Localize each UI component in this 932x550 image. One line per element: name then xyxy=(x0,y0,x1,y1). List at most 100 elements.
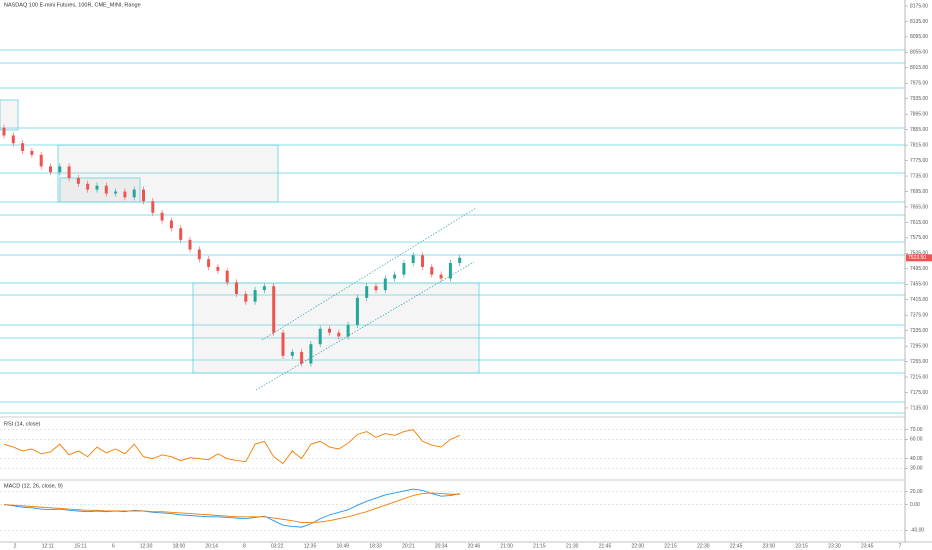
y-tick-label: 8135.00 xyxy=(910,19,928,25)
y-tick-label: 7215.00 xyxy=(910,374,928,380)
candle-body xyxy=(49,166,52,173)
x-tick-label: 15:11 xyxy=(74,543,86,549)
y-tick-label: 7575.00 xyxy=(910,235,928,241)
x-tick-label: 6 xyxy=(112,543,115,549)
y-tick-label: -40.00 xyxy=(910,528,924,534)
candle-body xyxy=(393,274,397,279)
y-tick-label: 7935.00 xyxy=(910,96,928,102)
y-tick-label: 7295.00 xyxy=(910,343,928,349)
candle-body xyxy=(262,286,266,291)
x-tick-label: 22:45 xyxy=(730,543,743,549)
candle-body xyxy=(123,191,127,198)
x-tick-label: 23:15 xyxy=(795,543,808,549)
candle-body xyxy=(151,201,155,213)
candle-body xyxy=(2,127,6,136)
candle-body xyxy=(290,351,294,356)
indicator-line xyxy=(3,488,460,528)
y-tick-label: 40.00 xyxy=(910,456,923,462)
y-tick-label: 7975.00 xyxy=(910,81,928,87)
y-tick-label: 8015.00 xyxy=(910,65,928,71)
x-tick-label: 2 xyxy=(14,543,17,549)
y-tick-label: 7455.00 xyxy=(910,282,928,288)
x-tick-label: 8 xyxy=(243,543,246,549)
zone-box xyxy=(57,144,279,203)
candle-body xyxy=(67,166,71,178)
x-tick-label: 21:15 xyxy=(533,543,546,549)
y-tick-label: 30.00 xyxy=(910,466,923,472)
y-tick-label: 7375.00 xyxy=(910,313,928,319)
y-tick-label: 7495.00 xyxy=(910,266,928,272)
candle-body xyxy=(142,189,145,202)
y-tick-label: 0.00 xyxy=(910,502,920,508)
x-tick-label: 23:00 xyxy=(763,543,776,549)
candle-body xyxy=(309,344,313,364)
candle-body xyxy=(188,239,192,250)
candle-body xyxy=(58,166,62,173)
candle-body xyxy=(355,297,359,325)
candle-body xyxy=(421,255,424,267)
zone-box xyxy=(59,177,141,203)
y-tick-label: 8175.00 xyxy=(910,3,928,9)
x-tick-label: 21:45 xyxy=(599,543,612,549)
rsi-title: RSI (14, close) xyxy=(4,421,41,427)
candle-body xyxy=(132,189,136,198)
candle-body xyxy=(86,183,90,190)
y-tick-label: 8095.00 xyxy=(910,34,928,40)
y-tick-label: 7135.00 xyxy=(910,405,928,411)
last-price-label: 7523.50 xyxy=(908,255,926,261)
candle-body xyxy=(346,324,350,337)
x-tick-label: 23:45 xyxy=(861,543,874,549)
y-tick-label: 7255.00 xyxy=(910,359,928,365)
candle-body xyxy=(430,266,434,275)
candle-body xyxy=(104,185,108,194)
x-tick-label: 12:11 xyxy=(42,543,54,549)
trend-line xyxy=(255,261,475,391)
y-tick-label: 7175.00 xyxy=(910,390,928,396)
candle-body xyxy=(300,351,304,364)
y-tick-label: 7415.00 xyxy=(910,297,928,303)
candle-body xyxy=(179,228,183,240)
x-tick-label: 18:00 xyxy=(173,543,186,549)
candle-body xyxy=(365,286,369,298)
candle-body xyxy=(197,249,201,260)
y-tick-label: 7855.00 xyxy=(910,127,928,133)
x-tick-label: 20:34 xyxy=(435,543,448,549)
y-tick-label: 7815.00 xyxy=(910,142,928,148)
candle-body xyxy=(337,332,341,337)
candle-body xyxy=(374,286,378,291)
zone-box xyxy=(192,282,480,374)
last-price-tag xyxy=(906,254,932,262)
candle-body xyxy=(95,185,99,190)
y-tick-label: 8055.00 xyxy=(910,50,928,56)
candle-body xyxy=(318,328,322,345)
zone-box xyxy=(0,99,19,131)
candle-body xyxy=(21,143,25,151)
x-tick-label: 23:30 xyxy=(828,543,841,549)
candle-body xyxy=(244,293,248,302)
x-tick-label: 12:35 xyxy=(304,543,317,549)
candle-body xyxy=(76,177,80,184)
x-tick-label: 12:30 xyxy=(140,543,153,549)
x-tick-label: 18:33 xyxy=(369,543,382,549)
macd-title: MACD (12, 26, close, 9) xyxy=(4,483,63,489)
x-tick-label: 7 xyxy=(899,543,902,549)
candle-body xyxy=(169,220,173,229)
candle-body xyxy=(225,270,229,283)
candle-body xyxy=(235,282,238,294)
x-tick-label: 22:15 xyxy=(664,543,677,549)
y-tick-label: 7775.00 xyxy=(910,158,928,164)
candle-body xyxy=(207,259,211,267)
x-tick-label: 20:21 xyxy=(402,543,415,549)
candle-body xyxy=(114,191,118,194)
x-tick-label: 22:30 xyxy=(697,543,710,549)
candle-body xyxy=(253,290,257,302)
chart-title: NASDAQ 100 E-mini Futures, 100R, CME_MIN… xyxy=(4,2,141,8)
x-tick-label: 21:30 xyxy=(566,543,579,549)
x-tick-label: 20:46 xyxy=(468,543,481,549)
candle-body xyxy=(39,154,43,167)
candle-body xyxy=(402,263,406,275)
candle-body xyxy=(216,266,220,271)
indicator-line xyxy=(3,492,460,524)
x-tick-label: 21:00 xyxy=(500,543,513,549)
